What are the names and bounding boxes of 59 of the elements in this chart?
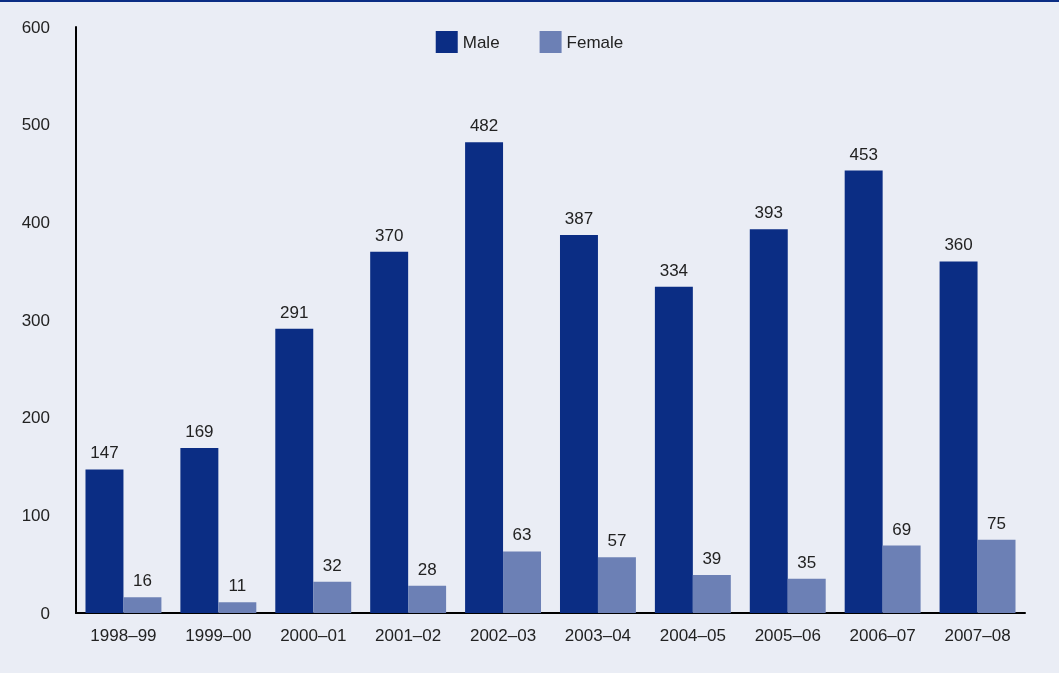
- y-tick-label: 300: [21, 310, 50, 330]
- data-label: 57: [607, 531, 627, 551]
- data-label: 69: [892, 519, 912, 539]
- y-tick-label: 0: [40, 603, 50, 623]
- x-tick-label: 2003–04: [564, 626, 632, 645]
- bar: [465, 142, 504, 613]
- bar: [977, 539, 1016, 613]
- x-tick-label: 2001–02: [375, 626, 442, 645]
- bar: [180, 447, 219, 613]
- data-label: 147: [90, 443, 119, 463]
- data-label: 334: [659, 260, 689, 280]
- bar: [787, 578, 826, 613]
- data-label: 16: [132, 571, 152, 591]
- bar: [123, 597, 162, 613]
- y-tick-label: 600: [21, 17, 50, 37]
- data-label: 75: [987, 513, 1006, 533]
- data-label: 32: [322, 555, 342, 575]
- bar: [559, 235, 598, 613]
- bar: [749, 229, 788, 613]
- bar: [844, 170, 883, 613]
- bar: [370, 251, 409, 613]
- legend-label: Male: [462, 32, 500, 52]
- bar: [408, 585, 447, 613]
- data-label: 169: [185, 421, 214, 441]
- x-tick-label: 2002–03: [469, 626, 537, 645]
- bar: [503, 551, 542, 613]
- legend-label: Female: [566, 32, 624, 52]
- bar: [597, 557, 636, 613]
- x-tick-label: 2006–07: [849, 626, 916, 645]
- data-label: 387: [564, 209, 594, 229]
- data-label: 291: [280, 302, 309, 322]
- data-label: 63: [512, 525, 532, 545]
- y-tick-label: 500: [21, 115, 50, 135]
- bar: [313, 581, 352, 613]
- x-tick-label: 2004–05: [659, 626, 726, 645]
- data-label: 453: [849, 144, 878, 164]
- y-tick-label: 400: [21, 212, 50, 232]
- bar: [692, 574, 731, 613]
- x-tick-label: 2005–06: [754, 626, 821, 645]
- x-tick-label: 1999–00: [185, 626, 252, 645]
- bar: [939, 261, 978, 613]
- data-label: 11: [228, 576, 247, 596]
- bar: [275, 328, 314, 613]
- data-label: 360: [944, 235, 973, 255]
- x-tick-label: 1998–99: [90, 626, 157, 645]
- bar: [218, 602, 257, 613]
- bar: [654, 286, 693, 613]
- y-tick-label: 100: [21, 505, 50, 525]
- bar: [882, 545, 921, 613]
- data-label: 28: [417, 559, 437, 579]
- data-label: 35: [797, 552, 817, 572]
- data-label: 39: [702, 548, 722, 568]
- x-tick-label: 2007–08: [944, 626, 1011, 645]
- x-tick-label: 2000–01: [280, 626, 347, 645]
- data-label: 370: [374, 225, 404, 245]
- y-tick-label: 200: [21, 408, 50, 428]
- data-label: 482: [469, 116, 499, 136]
- bar: [85, 469, 124, 613]
- data-label: 393: [754, 203, 783, 223]
